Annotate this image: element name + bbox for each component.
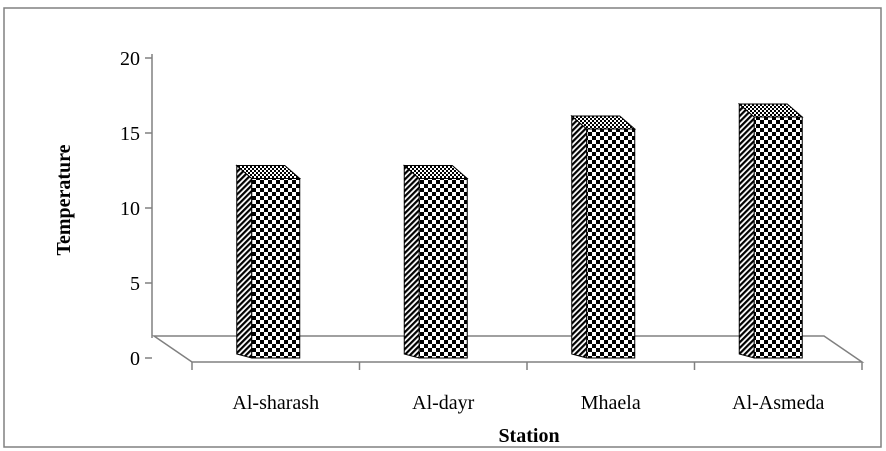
y-tick-label: 0 — [130, 348, 140, 370]
x-tick-label: Mhaela — [581, 392, 641, 414]
bar — [402, 164, 469, 359]
y-tick-label: 10 — [120, 198, 140, 220]
bar — [737, 102, 804, 359]
bar — [570, 114, 637, 359]
y-tick-label: 15 — [120, 123, 140, 145]
x-axis-label: Station — [498, 425, 559, 447]
bar-side — [403, 164, 420, 359]
bar-front — [418, 178, 468, 359]
bar-side — [571, 114, 588, 359]
y-tick-label: 5 — [130, 273, 140, 295]
bar-side — [738, 102, 755, 359]
x-tick-label: Al-sharash — [232, 392, 319, 414]
bar-side — [236, 164, 253, 359]
bar-front — [753, 116, 803, 359]
bar-front — [586, 128, 636, 359]
x-tick-label: Al-dayr — [412, 392, 475, 414]
y-axis-label: Temperature — [53, 144, 75, 255]
bar-front — [251, 178, 301, 359]
bar — [235, 164, 302, 359]
x-tick-label: Al-Asmeda — [732, 392, 824, 414]
y-tick-label: 20 — [120, 48, 140, 70]
